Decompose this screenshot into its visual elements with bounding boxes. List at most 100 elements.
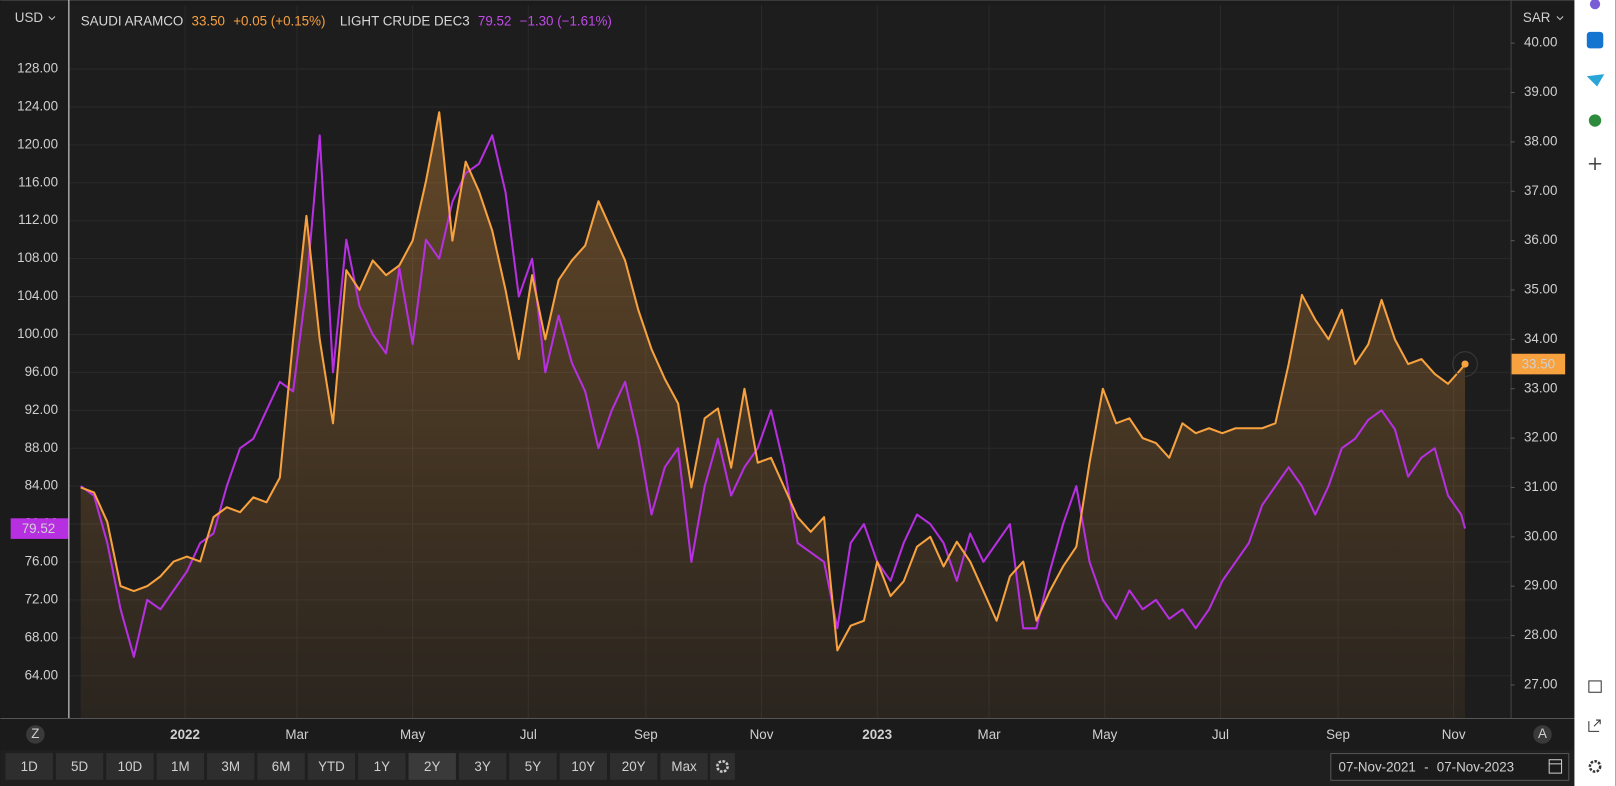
- date-from: 07-Nov-2021: [1339, 759, 1416, 774]
- range-button[interactable]: [156, 753, 205, 780]
- range-button-label: 3Y: [474, 759, 490, 774]
- y-tick-label: 104.00: [17, 288, 58, 303]
- range-button[interactable]: [307, 753, 356, 780]
- sidebar-settings[interactable]: [1588, 760, 1602, 773]
- y-tick-label: 64.00: [25, 667, 58, 682]
- range-button-label: 3M: [221, 759, 240, 774]
- range-button-label: 10Y: [571, 759, 595, 774]
- sidebar-icon[interactable]: [1588, 680, 1602, 693]
- dropdown-arrow[interactable]: [1556, 16, 1564, 21]
- x-tick-label: Mar: [285, 727, 309, 742]
- y2-tick-label: 27.00: [1524, 676, 1557, 691]
- series-line: [80, 134, 1467, 658]
- legend-change: −1.30 (−1.61%): [520, 13, 612, 28]
- x-tick-label: Jul: [520, 727, 537, 742]
- y-tick-label: 76.00: [25, 554, 58, 569]
- y2-tick-label: 30.00: [1524, 528, 1557, 543]
- range-button-label: 1D: [21, 759, 38, 774]
- y-tick-label: 120.00: [17, 136, 58, 151]
- x-tick-label: Jul: [1212, 727, 1229, 742]
- x-tick-label: 2023: [862, 727, 892, 742]
- series-line: [80, 111, 1466, 652]
- y-tick-label: 68.00: [25, 629, 58, 644]
- last-value-tag: [10, 518, 69, 539]
- sidebar-icon[interactable]: [1588, 719, 1601, 732]
- y2-tick-label: 32.00: [1524, 430, 1557, 445]
- range-button-label: 2Y: [424, 759, 440, 774]
- y2-unit-label: SAR: [1523, 10, 1551, 25]
- sidebar-icon[interactable]: [1588, 114, 1602, 127]
- range-button-label: 5D: [71, 759, 88, 774]
- range-button[interactable]: [509, 753, 557, 780]
- last-value-label: 79.52: [22, 521, 55, 536]
- y-tick-label: 100.00: [17, 326, 58, 341]
- zoom-button-label: Z: [31, 726, 39, 741]
- sidebar-icon[interactable]: [1589, 0, 1601, 10]
- range-button-label: 6M: [272, 759, 291, 774]
- y-tick-label: 96.00: [25, 364, 58, 379]
- settings-icon: [716, 759, 729, 773]
- y2-tick-label: 40.00: [1524, 35, 1557, 50]
- legend-last: 79.52: [478, 13, 511, 28]
- x-tick-label: 2022: [170, 727, 200, 742]
- y-unit-label: USD: [15, 10, 44, 25]
- legend-last: 33.50: [192, 13, 225, 28]
- range-button[interactable]: [610, 753, 658, 780]
- range-button[interactable]: [408, 753, 456, 780]
- range-button[interactable]: [660, 753, 708, 780]
- x-tick-label: Mar: [978, 727, 1002, 742]
- y2-tick-label: 31.00: [1524, 479, 1557, 494]
- sidebar-icon[interactable]: [1586, 74, 1605, 87]
- y2-tick-label: 34.00: [1524, 331, 1557, 346]
- legend-change: +0.05 (+0.15%): [233, 13, 325, 28]
- range-button-label: 10D: [118, 759, 143, 774]
- y2-tick-label: 36.00: [1524, 232, 1557, 247]
- zoom-button[interactable]: [26, 725, 45, 744]
- y-tick-label: 128.00: [17, 61, 58, 76]
- sidebar-icon[interactable]: [1586, 31, 1604, 49]
- range-button[interactable]: [207, 753, 255, 780]
- y2-tick-label: 37.00: [1524, 183, 1557, 198]
- settings-button[interactable]: [710, 753, 735, 780]
- y2-tick-label: 38.00: [1524, 133, 1557, 148]
- range-button[interactable]: [106, 753, 154, 780]
- y-tick-label: 92.00: [25, 402, 58, 417]
- range-button-label: 5Y: [525, 759, 541, 774]
- x-tick-label: Sep: [634, 727, 658, 742]
- x-tick-label: Nov: [1442, 727, 1466, 742]
- sidebar: [1574, 0, 1616, 786]
- y2-tick-label: 35.00: [1524, 282, 1557, 297]
- y-tick-label: 124.00: [17, 98, 58, 113]
- sidebar-add[interactable]: [1588, 157, 1602, 170]
- range-button-label: 1Y: [374, 759, 390, 774]
- dropdown-arrow[interactable]: [48, 16, 56, 21]
- date-range[interactable]: [1330, 753, 1570, 781]
- range-button[interactable]: [358, 753, 406, 780]
- range-button-label: 20Y: [622, 759, 646, 774]
- legend-name: LIGHT CRUDE DEC3: [340, 13, 470, 28]
- y-tick-label: 108.00: [17, 250, 58, 265]
- x-tick-label: Nov: [750, 727, 774, 742]
- calendar-icon[interactable]: [1548, 759, 1563, 774]
- range-button-label: YTD: [318, 759, 345, 774]
- y2-tick-label: 33.00: [1524, 380, 1557, 395]
- auto-button[interactable]: [1533, 725, 1552, 744]
- range-button[interactable]: [5, 753, 53, 780]
- y-tick-label: 112.00: [18, 212, 58, 227]
- date-range-text: 07-Nov-2021-07-Nov-2023: [1339, 759, 1515, 774]
- range-button[interactable]: [257, 753, 305, 780]
- range-button[interactable]: [559, 753, 608, 780]
- range-button[interactable]: [458, 753, 507, 780]
- range-button[interactable]: [55, 753, 104, 780]
- y-tick-label: 84.00: [25, 478, 58, 493]
- legend-name: SAUDI ARAMCO: [81, 13, 184, 28]
- x-tick-label: May: [400, 727, 426, 742]
- x-tick-label: May: [1092, 727, 1118, 742]
- range-button-label: Max: [671, 759, 697, 774]
- last-value-tag: [1511, 353, 1566, 375]
- date-to: 07-Nov-2023: [1437, 759, 1514, 774]
- legend: SAUDI ARAMCO 33.50 +0.05 (+0.15%) LIGHT CRU…: [81, 13, 612, 28]
- y2-tick-label: 29.00: [1524, 578, 1557, 593]
